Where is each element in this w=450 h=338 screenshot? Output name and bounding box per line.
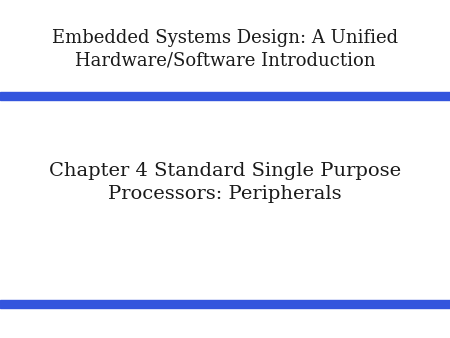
Text: Embedded Systems Design: A Unified
Hardware/Software Introduction: Embedded Systems Design: A Unified Hardw… xyxy=(52,29,398,69)
Text: Chapter 4 Standard Single Purpose
Processors: Peripherals: Chapter 4 Standard Single Purpose Proces… xyxy=(49,162,401,203)
